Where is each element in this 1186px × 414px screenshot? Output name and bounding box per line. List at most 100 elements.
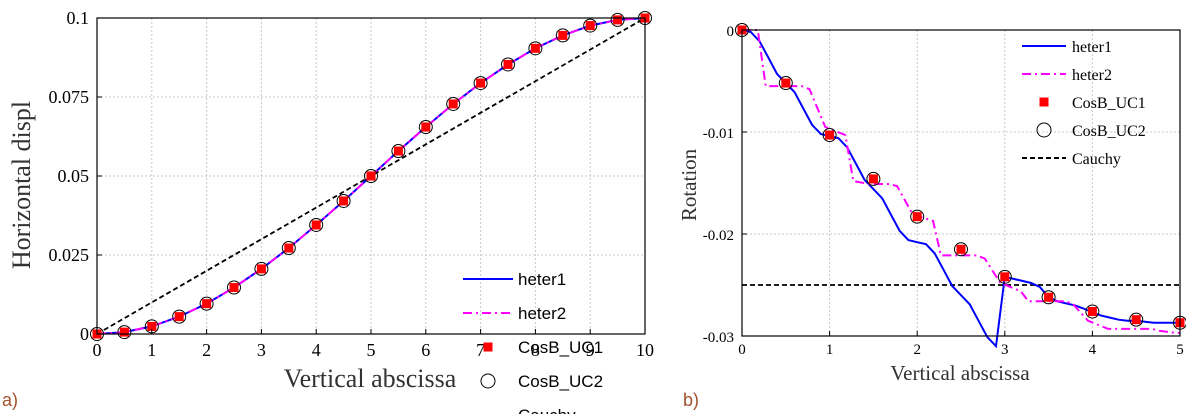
chart-a-legend-swatch-cosb-uc1 <box>483 342 493 352</box>
chart-b-legend-label-cosb-uc2: CosB_UC2 <box>1072 123 1146 140</box>
chart-b-y-tick-label: 0 <box>727 24 735 40</box>
chart-a-y-axis-label: Horizontal displ <box>7 101 36 269</box>
chart-b-point-cosb-uc2 <box>910 209 925 224</box>
chart-b: 0 1 2 3 4 5 0 -0.01 -0.02 -0.03 Vertical abscissa… <box>677 23 1186 410</box>
chart-a-y-tick-label: 0.05 <box>58 166 90 186</box>
chart-a-point-cosb-uc1 <box>530 43 540 53</box>
chart-b-point-cosb-uc2 <box>866 171 881 186</box>
chart-a-point-cosb-uc2 <box>391 144 406 159</box>
chart-a-point-cosb-uc1 <box>119 327 129 337</box>
chart-b-legend-label-heter2: heter2 <box>1072 67 1112 84</box>
chart-a-legend-swatch-cosb-uc2 <box>480 373 496 389</box>
chart-b-x-axis-label: Vertical abscissa <box>890 361 1030 385</box>
chart-b-legend-label-cauchy: Cauchy <box>1072 151 1121 168</box>
chart-a-x-tick-label: 2 <box>202 340 211 360</box>
chart-a-point-cosb-uc2 <box>583 18 598 33</box>
chart-b-x-tick-label: 3 <box>1001 342 1009 358</box>
chart-a-point-cosb-uc1 <box>311 220 321 230</box>
chart-b-x-tick-label: 4 <box>1089 342 1097 358</box>
chart-b-point-cosb-uc2 <box>954 242 968 257</box>
chart-b-y-tick-label: -0.03 <box>703 330 734 346</box>
chart-a-y-tick-label: 0 <box>80 324 89 344</box>
chart-b-point-cosb-uc1 <box>1087 307 1097 317</box>
chart-a-x-tick-label: 6 <box>421 340 430 360</box>
chart-a-x-tick-label: 1 <box>147 340 156 360</box>
chart-a-y-tick-label: 0.1 <box>67 8 90 28</box>
chart-b-point-cosb-uc2 <box>1129 312 1144 327</box>
chart-a-point-cosb-uc1 <box>421 122 431 132</box>
chart-a-point-cosb-uc1 <box>558 30 568 40</box>
chart-a-x-tick-label: 5 <box>367 340 376 360</box>
chart-b-point-cosb-uc1 <box>781 78 791 88</box>
chart-b-point-cosb-uc1 <box>912 212 922 222</box>
chart-a-point-cosb-uc2 <box>364 169 378 183</box>
chart-a-point-cosb-uc1 <box>503 59 513 69</box>
chart-a-point-cosb-uc1 <box>585 21 595 31</box>
chart-a-point-cosb-uc1 <box>476 78 486 88</box>
chart-a-point-cosb-uc2 <box>309 217 324 232</box>
chart-b-legend-swatch-cosb-uc1 <box>1039 97 1049 107</box>
chart-a-point-cosb-uc2 <box>610 12 625 27</box>
chart-b-legend-label-heter1: heter1 <box>1072 39 1112 56</box>
chart-b-point-cosb-uc1 <box>956 244 966 254</box>
chart-b-y-tick-label: -0.02 <box>703 228 734 244</box>
chart-a-series <box>90 11 652 341</box>
chart-b-x-tick-label: 2 <box>913 342 921 358</box>
chart-a-legend-label-heter2: heter2 <box>518 304 566 323</box>
chart-a-x-tick-label: 10 <box>636 340 654 360</box>
chart-a-point-cosb-uc2 <box>254 261 269 276</box>
chart-a-point-cosb-uc2 <box>501 57 515 72</box>
chart-a-point-cosb-uc1 <box>284 243 294 253</box>
chart-a-legend-label-heter1: heter1 <box>518 270 566 289</box>
chart-a-point-cosb-uc2 <box>336 193 351 208</box>
chart-b-point-cosb-uc1 <box>1131 315 1141 325</box>
chart-a-point-cosb-uc1 <box>393 146 403 156</box>
chart-a: 0 1 2 3 4 5 6 7 8 9 10 0 0.025 0.05 0.075 0.1 Vertical … <box>2 8 654 414</box>
chart-a-point-cosb-uc1 <box>174 312 184 322</box>
chart-a-point-cosb-uc1 <box>256 264 266 274</box>
chart-b-frame <box>741 29 1181 337</box>
chart-b-y-tick-label: -0.01 <box>703 126 734 142</box>
chart-b-point-cosb-uc2 <box>997 269 1012 284</box>
chart-a-point-cosb-uc2 <box>172 309 187 324</box>
chart-a-legend-label-cauchy: Cauchy <box>518 406 576 414</box>
chart-a-ticks: 0 1 2 3 4 5 6 7 8 9 10 0 0.025 0.05 0.075 0.1 <box>49 8 655 360</box>
chart-b-line-heter2 <box>742 29 1180 334</box>
chart-a-x-tick-label: 9 <box>586 340 595 360</box>
chart-a-legend-label-cosb-uc1: CosB_UC1 <box>518 338 603 357</box>
chart-b-legend-label-cosb-uc1: CosB_UC1 <box>1072 95 1146 112</box>
chart-b-point-cosb-uc1 <box>825 130 835 140</box>
chart-a-y-tick-label: 0.025 <box>49 245 90 265</box>
chart-a-point-cosb-uc1 <box>147 321 157 331</box>
chart-b-line-heter1 <box>741 29 1180 349</box>
chart-b-legend: heter1 heter2 CosB_UC1 CosB_UC2 Cauchy <box>1022 39 1146 168</box>
chart-a-point-cosb-uc2 <box>446 96 461 111</box>
chart-a-x-tick-label: 0 <box>93 340 102 360</box>
chart-b-x-tick-label: 0 <box>738 342 746 358</box>
chart-a-point-cosb-uc2 <box>528 41 543 56</box>
chart-a-x-tick-label: 7 <box>476 340 485 360</box>
chart-a-x-tick-label: 8 <box>531 340 540 360</box>
chart-b-point-cosb-uc2 <box>1085 304 1100 319</box>
chart-a-point-cosb-uc2 <box>227 280 241 295</box>
chart-b-point-cosb-uc2 <box>822 128 837 143</box>
chart-a-x-tick-label: 4 <box>312 340 321 360</box>
chart-b-x-tick-label: 5 <box>1176 342 1184 358</box>
chart-b-series <box>735 23 1186 349</box>
chart-a-point-cosb-uc1 <box>339 196 349 206</box>
chart-b-x-tick-label: 1 <box>826 342 834 358</box>
chart-a-point-cosb-uc2 <box>199 296 214 311</box>
chart-b-panel-label: b) <box>683 390 699 410</box>
chart-b-point-cosb-uc2 <box>1041 290 1056 305</box>
chart-a-y-tick-label: 0.075 <box>49 87 90 107</box>
chart-a-point-cosb-uc2 <box>418 120 433 135</box>
chart-b-point-cosb-uc1 <box>868 174 878 184</box>
chart-b-point-cosb-uc2 <box>778 76 793 91</box>
chart-a-point-cosb-uc1 <box>613 15 623 25</box>
chart-a-point-cosb-uc1 <box>448 99 458 109</box>
chart-a-point-cosb-uc1 <box>366 171 376 181</box>
chart-a-point-cosb-uc2 <box>117 325 132 340</box>
chart-a-x-axis-label: Vertical abscissa <box>284 364 457 393</box>
chart-b-ticks: 0 1 2 3 4 5 0 -0.01 -0.02 -0.03 <box>703 24 1184 358</box>
